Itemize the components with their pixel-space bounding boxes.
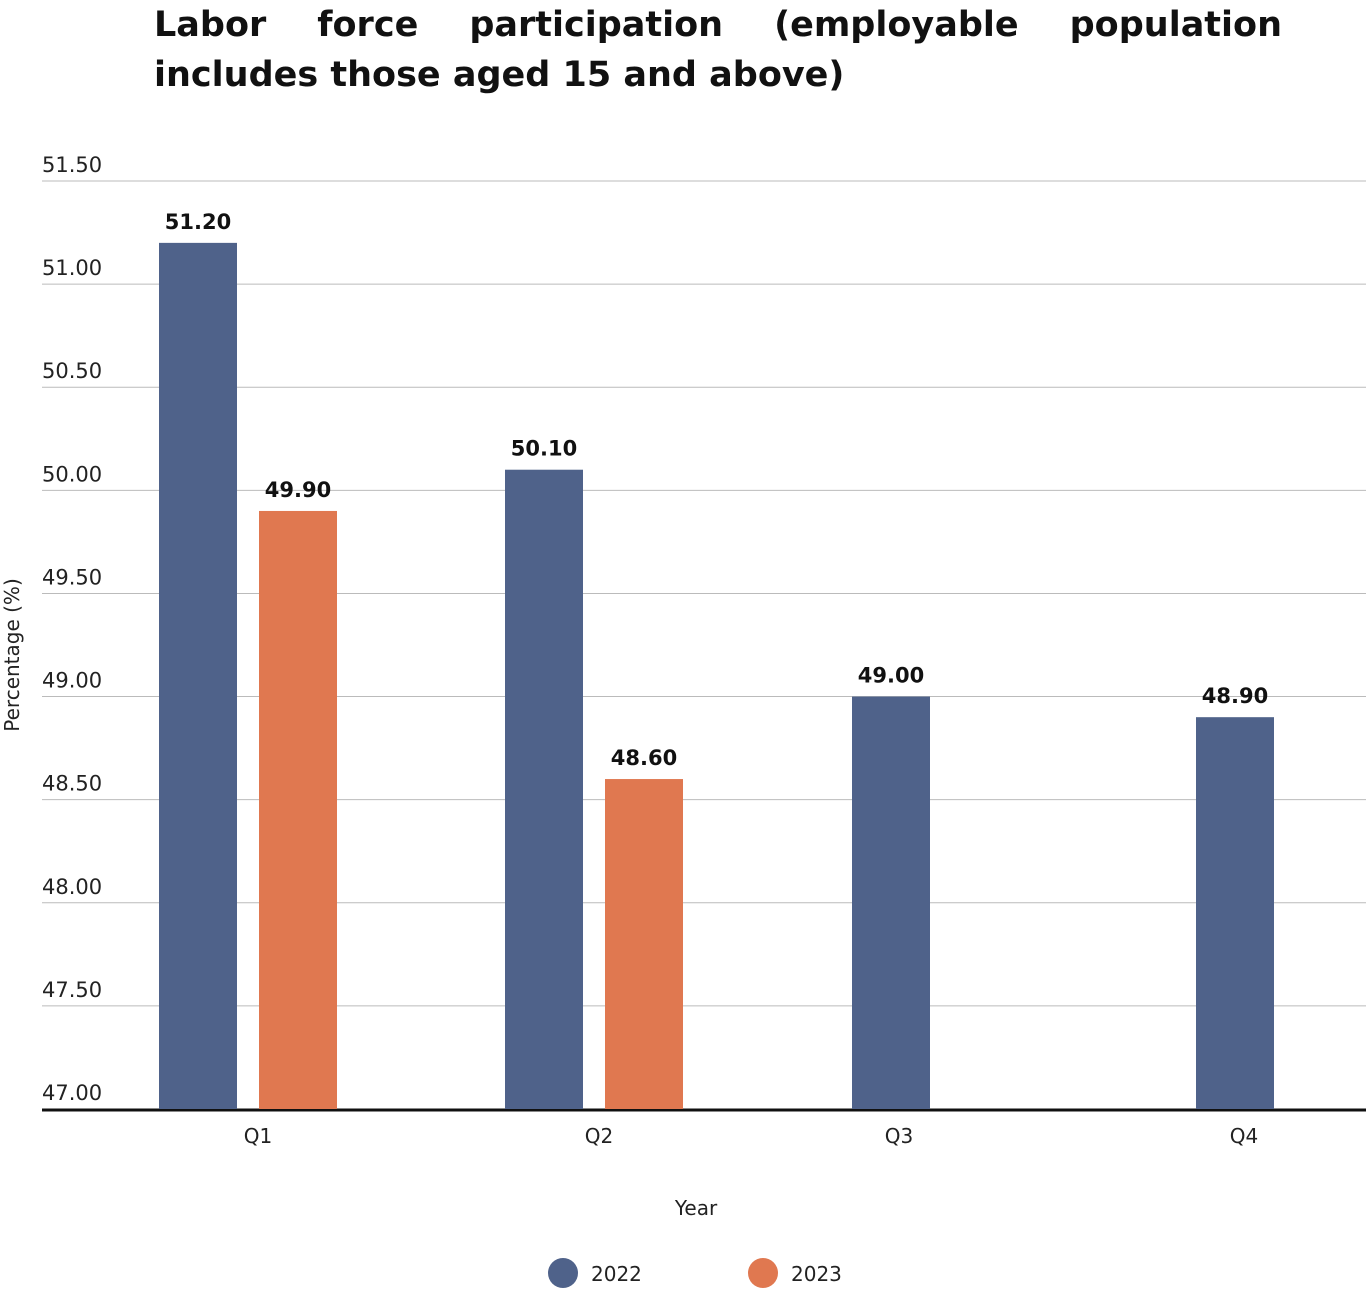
y-tick-label: 48.00 bbox=[42, 875, 102, 899]
y-tick-label: 50.50 bbox=[42, 359, 102, 383]
legend-label: 2023 bbox=[791, 1262, 842, 1286]
bar-2022-Q2 bbox=[505, 469, 583, 1109]
x-tick-label: Q3 bbox=[885, 1124, 913, 1148]
x-axis-title: Year bbox=[674, 1196, 718, 1220]
y-tick-label: 51.50 bbox=[42, 153, 102, 177]
data-label: 50.10 bbox=[511, 437, 577, 461]
bar-2022-Q3 bbox=[852, 696, 930, 1109]
x-tick-label: Q4 bbox=[1230, 1124, 1258, 1148]
legend-marker-2023 bbox=[748, 1258, 778, 1288]
legend-marker-2022 bbox=[548, 1258, 578, 1288]
y-tick-label: 47.50 bbox=[42, 978, 102, 1002]
bar-2022-Q4 bbox=[1196, 717, 1274, 1109]
bar-2023-Q2 bbox=[605, 779, 683, 1109]
chart-title: Labor force participation (employable po… bbox=[154, 5, 1282, 95]
data-label: 48.90 bbox=[1202, 684, 1268, 708]
bar-2022-Q1 bbox=[159, 242, 237, 1109]
y-tick-label: 49.00 bbox=[42, 669, 102, 693]
data-label: 49.90 bbox=[265, 478, 331, 502]
y-tick-label: 50.00 bbox=[42, 462, 102, 486]
x-tick-label: Q1 bbox=[244, 1124, 272, 1148]
bar-2023-Q1 bbox=[259, 510, 337, 1109]
y-axis-title: Percentage (%) bbox=[0, 578, 24, 731]
y-tick-label: 49.50 bbox=[42, 565, 102, 589]
data-label: 49.00 bbox=[858, 664, 924, 688]
y-tick-label: 47.00 bbox=[42, 1081, 102, 1105]
data-label: 51.20 bbox=[165, 210, 231, 234]
y-tick-label: 48.50 bbox=[42, 772, 102, 796]
legend-label: 2022 bbox=[591, 1262, 642, 1286]
data-label: 48.60 bbox=[611, 746, 677, 770]
x-tick-label: Q2 bbox=[585, 1124, 613, 1148]
y-tick-label: 51.00 bbox=[42, 256, 102, 280]
